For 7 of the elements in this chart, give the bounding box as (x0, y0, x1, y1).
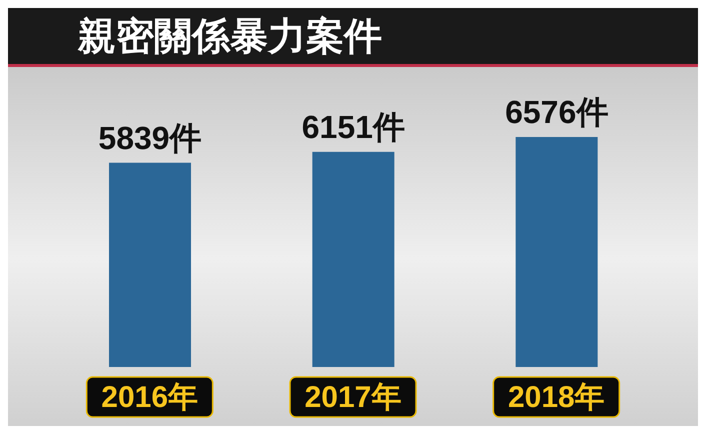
data-label: 6576件 (505, 94, 608, 130)
data-label: 5839件 (98, 120, 202, 156)
x-tick-label: 2018年 (508, 381, 605, 414)
data-label: 6151件 (302, 108, 405, 145)
x-tick-label: 2017年 (304, 381, 402, 414)
chart-title: 親密關係暴力案件 (78, 12, 382, 60)
x-tick-label: 2016年 (101, 381, 198, 414)
